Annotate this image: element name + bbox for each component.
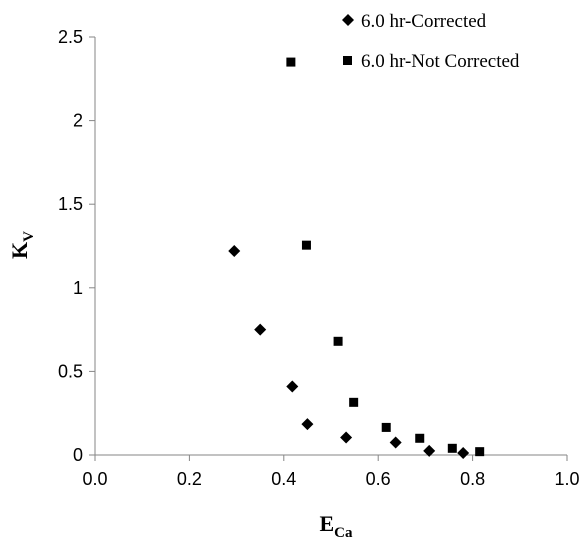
y-axis-label: K [7,242,32,259]
point-not-corrected [447,443,457,453]
x-tick-label: 0.6 [366,469,391,489]
point-corrected [286,380,299,393]
y-tick-label: 1.5 [58,194,83,214]
y-tick-label: 2.5 [58,27,83,47]
legend-marker-diamond [342,14,354,26]
legend: 6.0 hr-Corrected 6.0 hr-Not Corrected [342,11,520,72]
x-tick-label: 0.4 [271,469,296,489]
point-corrected [228,245,241,258]
x-tick-label: 0.2 [177,469,202,489]
tick-labels: 0 0.5 1 1.5 2 2.5 0.0 0.2 0.4 0.6 0.8 1.0 [58,27,580,489]
x-tick-label: 0.8 [460,469,485,489]
point-corrected [457,446,470,459]
point-not-corrected [381,422,391,432]
point-corrected [301,418,314,431]
data-points [228,57,485,459]
x-axis-title: ECa [319,511,353,540]
y-tick-label: 2 [73,111,83,131]
point-not-corrected [475,447,485,457]
point-corrected [389,436,402,449]
y-tick-label: 1 [73,278,83,298]
point-not-corrected [286,57,296,67]
point-not-corrected [415,433,425,443]
x-axis-label: E [319,511,334,536]
point-not-corrected [349,397,359,407]
point-not-corrected [301,240,311,250]
x-tick-label: 1.0 [554,469,579,489]
y-axis-label-sub: V [21,231,37,242]
svg-text:KV: KV [7,231,37,259]
plot-area [94,37,567,456]
legend-item-not-corrected: 6.0 hr-Not Corrected [343,51,520,72]
y-tick-label: 0.5 [58,361,83,381]
legend-marker-square [343,56,352,65]
x-tick-label: 0.0 [82,469,107,489]
point-corrected [423,444,436,457]
y-tick-label: 0 [73,445,83,465]
point-not-corrected [333,336,343,346]
legend-item-corrected: 6.0 hr-Corrected [342,11,487,32]
svg-text:ECa: ECa [319,511,353,540]
x-axis-label-sub: Ca [334,525,353,540]
legend-label-corrected: 6.0 hr-Corrected [361,11,487,32]
point-corrected [340,431,353,444]
point-corrected [254,323,267,336]
y-axis-title: KV [7,231,37,259]
legend-label-not-corrected: 6.0 hr-Not Corrected [361,51,520,72]
